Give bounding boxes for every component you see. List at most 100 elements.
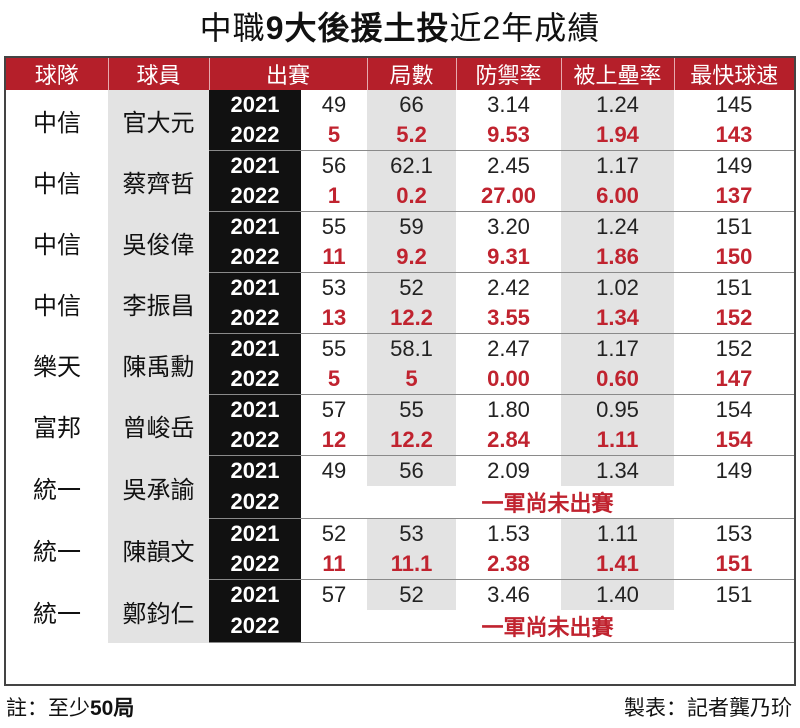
era-cell: 9.31 (456, 242, 562, 273)
team-cell: 中信 (6, 90, 108, 151)
velocity-cell: 145 (715, 92, 753, 117)
era-cell: 1.53 (487, 521, 530, 546)
year-cell: 2022 (209, 486, 301, 519)
whip-cell: 6.00 (561, 181, 675, 212)
team-cell: 中信 (6, 150, 108, 212)
team-cell: 中信 (6, 211, 108, 273)
whip-cell: 0.60 (561, 364, 675, 395)
footnote-bold: 50局 (90, 697, 135, 720)
table-body: 中信 官大元 2021 49 66 3.14 1.24 145 2022 5 5.2 9.53 1.94… (6, 90, 794, 643)
innings-cell: 9.2 (367, 242, 457, 273)
table-row: 2022 11 9.2 9.31 1.86 150 (6, 242, 794, 273)
player-cell: 陳禹勳 (108, 333, 209, 395)
whip-cell: 1.34 (561, 303, 675, 334)
year-cell: 2021 (209, 150, 301, 181)
whip-cell: 1.94 (561, 120, 675, 151)
table-row: 2022 12 12.2 2.84 1.11 154 (6, 425, 794, 456)
title-part-3: 近2年成績 (449, 10, 601, 46)
player-cell: 吳俊偉 (108, 211, 209, 273)
whip-cell: 0.95 (561, 394, 675, 425)
era-cell: 2.45 (487, 153, 530, 178)
stats-table-frame: 球隊 球員 出賽 局數 防禦率 被上壘率 最快球速 中信 官大元 2021 49 66 3… (4, 56, 796, 686)
innings-cell: 5 (367, 364, 457, 395)
whip-cell: 1.11 (561, 425, 675, 456)
era-cell: 3.55 (456, 303, 562, 334)
velocity-cell: 152 (674, 303, 794, 334)
table-row: 中信 李振昌 2021 53 52 2.42 1.02 151 (6, 272, 794, 334)
year-cell: 2021 (209, 394, 301, 425)
era-cell: 2.42 (487, 275, 530, 300)
innings-cell: 11.1 (367, 549, 457, 580)
games-cell: 52 (321, 521, 347, 546)
year-cell: 2021 (209, 455, 301, 486)
whip-cell: 1.17 (561, 150, 675, 181)
table-row: 中信 吳俊偉 2021 55 59 3.20 1.24 151 (6, 211, 794, 273)
innings-cell: 62.1 (367, 150, 457, 181)
innings-cell: 56 (367, 455, 457, 486)
header-games: 出賽 (209, 58, 368, 90)
credit: 製表：記者龔乃玠 (624, 697, 792, 720)
era-cell: 9.53 (456, 120, 562, 151)
era-cell: 3.46 (487, 582, 530, 607)
games-cell: 11 (301, 549, 368, 580)
innings-cell: 53 (367, 518, 457, 549)
whip-cell: 1.17 (561, 333, 675, 364)
year-cell: 2022 (209, 181, 301, 212)
table-row: 統一 鄭鈞仁 2021 57 52 3.46 1.40 151 (6, 579, 794, 643)
team-cell: 統一 (6, 455, 108, 519)
year-cell: 2021 (209, 211, 301, 242)
year-cell: 2021 (209, 579, 301, 610)
player-cell: 陳韻文 (108, 518, 209, 580)
era-cell: 1.80 (487, 397, 530, 422)
era-cell: 2.84 (456, 425, 562, 456)
year-cell: 2021 (209, 272, 301, 303)
team-cell: 中信 (6, 272, 108, 334)
no-appearance-note: 一軍尚未出賽 (301, 486, 794, 519)
innings-cell: 0.2 (367, 181, 457, 212)
games-cell: 56 (321, 153, 347, 178)
velocity-cell: 152 (715, 336, 753, 361)
page-title: 中職9大後援土投近2年成績 (0, 0, 800, 56)
velocity-cell: 151 (674, 549, 794, 580)
player-cell: 李振昌 (108, 272, 209, 334)
header-team: 球隊 (6, 58, 109, 90)
table-row: 統一 吳承諭 2021 49 56 2.09 1.34 149 (6, 455, 794, 519)
team-cell: 統一 (6, 518, 108, 580)
velocity-cell: 154 (715, 397, 753, 422)
year-cell: 2022 (209, 364, 301, 395)
year-cell: 2022 (209, 610, 301, 643)
table-row: 富邦 曾峻岳 2021 57 55 1.80 0.95 154 (6, 394, 794, 456)
innings-cell: 66 (367, 90, 457, 120)
table-row: 2022 13 12.2 3.55 1.34 152 (6, 303, 794, 334)
velocity-cell: 149 (715, 153, 753, 178)
year-cell: 2022 (209, 303, 301, 334)
header-row: 球隊 球員 出賽 局數 防禦率 被上壘率 最快球速 (6, 58, 794, 90)
games-cell: 11 (301, 242, 368, 273)
table-row: 2022 11 11.1 2.38 1.41 151 (6, 549, 794, 580)
innings-cell: 5.2 (367, 120, 457, 151)
games-cell: 1 (301, 181, 368, 212)
era-cell: 0.00 (456, 364, 562, 395)
player-cell: 蔡齊哲 (108, 150, 209, 212)
year-cell: 2022 (209, 242, 301, 273)
era-cell: 3.20 (487, 214, 530, 239)
games-cell: 5 (301, 120, 368, 151)
velocity-cell: 151 (715, 582, 753, 607)
table-row: 中信 蔡齊哲 2021 56 62.1 2.45 1.17 149 (6, 150, 794, 212)
games-cell: 57 (321, 582, 347, 607)
era-cell: 2.47 (487, 336, 530, 361)
games-cell: 49 (321, 458, 347, 483)
team-cell: 富邦 (6, 394, 108, 456)
games-cell: 55 (321, 214, 347, 239)
innings-cell: 52 (367, 579, 457, 610)
header-player: 球員 (108, 58, 210, 90)
table-row: 2022 1 0.2 27.00 6.00 137 (6, 181, 794, 212)
era-cell: 2.38 (456, 549, 562, 580)
year-cell: 2022 (209, 425, 301, 456)
table-row: 樂天 陳禹勳 2021 55 58.1 2.47 1.17 152 (6, 333, 794, 395)
whip-cell: 1.86 (561, 242, 675, 273)
games-cell: 12 (301, 425, 368, 456)
innings-cell: 59 (367, 211, 457, 242)
innings-cell: 12.2 (367, 425, 457, 456)
velocity-cell: 153 (715, 521, 753, 546)
